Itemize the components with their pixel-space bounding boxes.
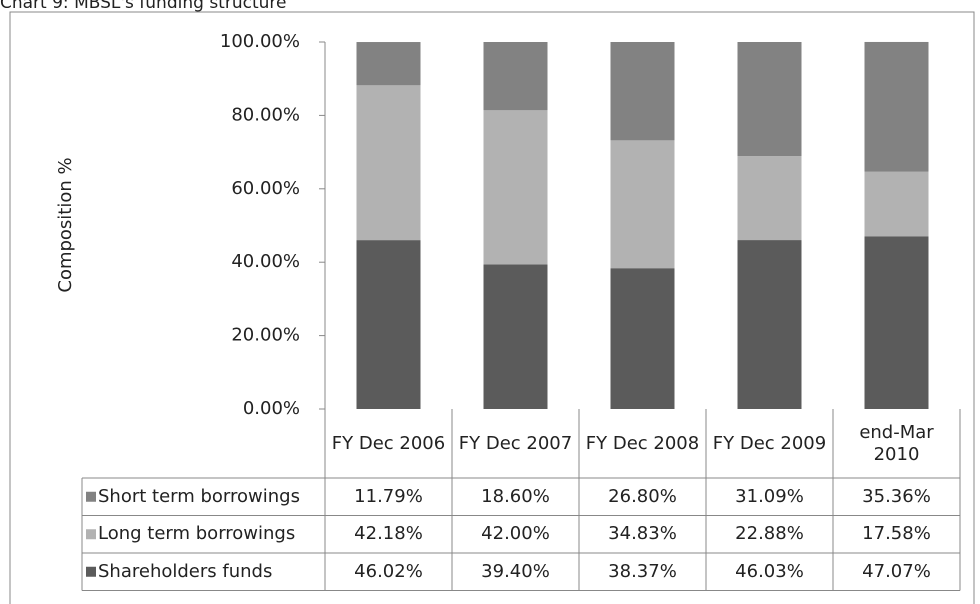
category-label-box: FY Dec 2009 <box>712 432 827 454</box>
category-label-box: end-Mar 2010 <box>859 421 934 465</box>
value-label: 46.03% <box>735 560 804 582</box>
category-label: end-Mar 2010 <box>859 421 934 465</box>
value-label: 42.18% <box>354 523 423 545</box>
value-label-box: 18.60% <box>481 485 550 507</box>
category-label-box: FY Dec 2006 <box>331 432 446 454</box>
bar-segment <box>356 42 421 86</box>
value-label: 47.07% <box>862 560 931 582</box>
category-label: FY Dec 2006 <box>331 432 446 454</box>
bar-segment <box>610 268 675 409</box>
value-label-box: 26.80% <box>608 485 677 507</box>
legend-label: Short term borrowings <box>98 485 300 507</box>
category-label: FY Dec 2009 <box>712 432 827 454</box>
legend-label-box: Short term borrowings <box>98 485 300 507</box>
y-tick-label: 40.00% <box>231 251 300 272</box>
value-label: 11.79% <box>354 485 423 507</box>
value-label: 22.88% <box>735 523 804 545</box>
value-label: 46.02% <box>354 560 423 582</box>
value-label: 34.83% <box>608 523 677 545</box>
bar-segment <box>483 42 548 111</box>
category-label-box: FY Dec 2008 <box>585 432 700 454</box>
bar-segment <box>864 171 929 237</box>
bar-segment <box>737 156 802 241</box>
y-axis-label: Composition % <box>55 157 76 292</box>
value-label-box: 42.18% <box>354 523 423 545</box>
bar-segment <box>737 42 802 157</box>
legend-swatch <box>86 491 96 502</box>
legend-swatch <box>86 529 96 540</box>
value-label-box: 22.88% <box>735 523 804 545</box>
value-label: 18.60% <box>481 485 550 507</box>
value-label: 42.00% <box>481 523 550 545</box>
value-label-box: 39.40% <box>481 560 550 582</box>
legend-label-box: Shareholders funds <box>98 560 273 582</box>
value-label-box: 47.07% <box>862 560 931 582</box>
y-tick-label: 0.00% <box>243 398 300 419</box>
legend-label-box: Long term borrowings <box>98 523 296 545</box>
value-label-box: 17.58% <box>862 523 931 545</box>
bar-segment <box>356 240 421 409</box>
category-label: FY Dec 2008 <box>585 432 700 454</box>
legend-swatch <box>86 566 96 577</box>
value-label-box: 46.03% <box>735 560 804 582</box>
bar-segment <box>483 110 548 265</box>
value-label-box: 35.36% <box>862 485 931 507</box>
value-label-box: 42.00% <box>481 523 550 545</box>
value-label: 31.09% <box>735 485 804 507</box>
value-label: 35.36% <box>862 485 931 507</box>
bar-segment <box>737 240 802 409</box>
y-tick-label: 20.00% <box>231 325 300 346</box>
legend-label: Shareholders funds <box>98 560 273 582</box>
value-label-box: 11.79% <box>354 485 423 507</box>
category-label-box: FY Dec 2007 <box>458 432 573 454</box>
value-label-box: 34.83% <box>608 523 677 545</box>
bar-segment <box>483 264 548 409</box>
chart-title: Chart 9: MBSL's funding structure <box>0 0 286 13</box>
category-label: FY Dec 2007 <box>458 432 573 454</box>
y-tick-label: 60.00% <box>231 178 300 199</box>
value-label: 38.37% <box>608 560 677 582</box>
legend-label: Long term borrowings <box>98 523 296 545</box>
value-label-box: 38.37% <box>608 560 677 582</box>
bar-segment <box>356 85 421 241</box>
value-label: 17.58% <box>862 523 931 545</box>
y-tick-label: 80.00% <box>231 104 300 125</box>
bar-segment <box>610 42 675 141</box>
chart-frame <box>9 11 975 604</box>
bar-segment <box>610 140 675 269</box>
value-label: 26.80% <box>608 485 677 507</box>
bar-segment <box>864 41 929 172</box>
value-label: 39.40% <box>481 560 550 582</box>
value-label-box: 46.02% <box>354 560 423 582</box>
value-label-box: 31.09% <box>735 485 804 507</box>
bar-segment <box>864 236 929 409</box>
y-tick-label: 100.00% <box>220 31 300 52</box>
